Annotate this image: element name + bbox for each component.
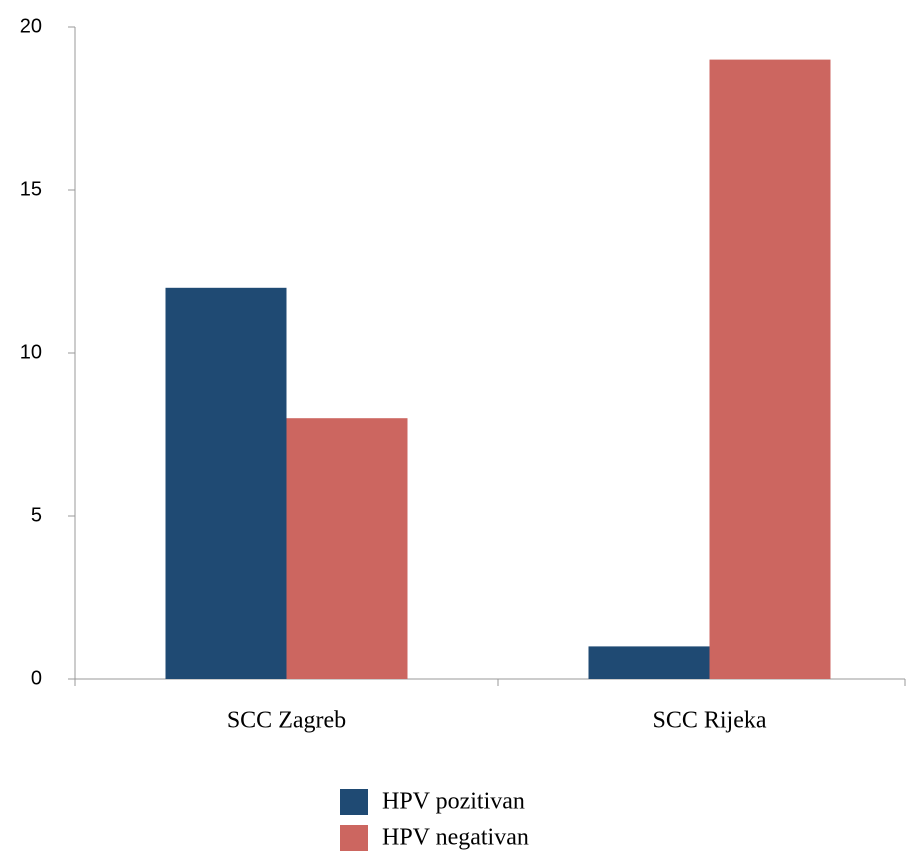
x-tick-label: SCC Zagreb (227, 708, 346, 734)
y-tick-label: 20 (20, 15, 42, 37)
y-tick-label: 10 (20, 341, 42, 363)
legend-swatch (340, 825, 368, 851)
legend-label: HPV pozitivan (382, 789, 525, 815)
y-tick-label: 5 (31, 504, 42, 526)
y-tick-label: 0 (31, 667, 42, 689)
legend-swatch (340, 789, 368, 815)
legend-label: HPV negativan (382, 825, 529, 851)
bar (588, 646, 710, 679)
bar (165, 287, 287, 679)
bar (709, 59, 831, 680)
y-tick-label: 15 (20, 178, 42, 200)
x-tick-label: SCC Rijeka (652, 708, 766, 734)
bar (286, 418, 408, 679)
